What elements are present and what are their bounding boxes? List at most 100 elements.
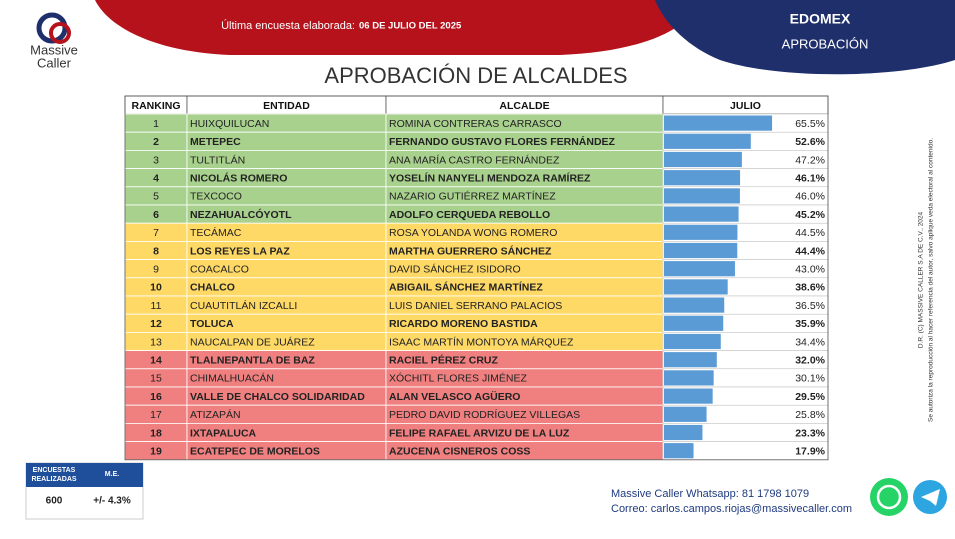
rank: 18 <box>150 427 162 439</box>
table: RANKING ENTIDAD ALCALDE JULIO 1 HUIXQUILUCAN R… <box>124 95 829 461</box>
value-label: 44.4% <box>795 245 825 257</box>
entidad: CUAUTITLÁN IZCALLI <box>190 299 297 312</box>
column-header: RANKING <box>132 100 181 112</box>
entidad: HUIXQUILUCAN <box>190 118 269 130</box>
legal: D.R. (C) MASSIVE CALLER S.A DE C.V., 202… <box>918 211 925 348</box>
value-label: 65.5% <box>795 118 825 130</box>
bar <box>664 406 707 422</box>
value-label: 35.9% <box>795 318 825 330</box>
value-label: 32.0% <box>795 354 825 366</box>
rank: 4 <box>153 172 159 184</box>
bar <box>664 151 742 168</box>
whatsapp: Massive Caller Whatsapp: 81 1798 1079 <box>611 488 809 500</box>
entidad: IXTAPALUCA <box>190 427 257 439</box>
bar <box>664 224 738 240</box>
alcalde: RICARDO MORENO BASTIDA <box>389 318 538 330</box>
value-label: 17.9% <box>795 445 825 457</box>
value-label: 45.2% <box>795 209 825 221</box>
value-label: 44.5% <box>795 227 825 239</box>
bar <box>664 170 741 186</box>
bar <box>664 206 739 222</box>
whatsapp-icon <box>870 478 908 516</box>
bar <box>664 242 738 259</box>
alcalde: MARTHA GUERRERO SÁNCHEZ <box>389 244 552 257</box>
title: APROBACIÓN DE ALCALDES <box>324 63 627 88</box>
entidad: TEXCOCO <box>190 191 242 203</box>
value-label: 29.5% <box>795 391 825 403</box>
rank: 17 <box>150 409 162 421</box>
red-banner <box>95 0 700 55</box>
legal: Se autoriza la reproducción al hacer ref… <box>928 138 935 422</box>
entidad: CHIMALHUACÁN <box>190 372 274 385</box>
rank: 12 <box>150 318 162 330</box>
entidad: LOS REYES LA PAZ <box>190 245 290 257</box>
logo-text: Massive <box>30 42 78 57</box>
entidad: NEZAHUALCÓYOTL <box>190 208 292 221</box>
rank: 8 <box>153 245 159 257</box>
logo-icon <box>49 22 71 44</box>
bar <box>664 133 751 149</box>
bar <box>664 279 728 295</box>
rank: 10 <box>150 282 162 294</box>
bar <box>664 424 703 441</box>
entidad: VALLE DE CHALCO SOLIDARIDAD <box>190 391 365 403</box>
bar <box>664 188 740 204</box>
alcalde: NAZARIO GUTIÉRREZ MARTÍNEZ <box>389 190 556 203</box>
bar <box>664 115 773 131</box>
entidad: TOLUCA <box>190 318 234 330</box>
alcalde: ANA MARÍA CASTRO FERNÁNDEZ <box>389 153 560 166</box>
rank: 13 <box>150 336 162 348</box>
value-label: 52.6% <box>795 136 825 148</box>
value-label: 23.3% <box>795 427 825 439</box>
entidad: NICOLÁS ROMERO <box>190 171 287 184</box>
entidad: CHALCO <box>190 282 235 294</box>
label: M.E. <box>105 471 119 478</box>
entidad: TULTITLÁN <box>190 153 245 166</box>
value-label: 38.6% <box>795 282 825 294</box>
survey-label: Última encuesta elaborada: <box>221 19 355 32</box>
alcalde: AZUCENA CISNEROS COSS <box>389 445 530 457</box>
region: EDOMEX <box>790 11 851 27</box>
value-label: 47.2% <box>795 154 825 166</box>
value-label: 34.4% <box>795 336 825 348</box>
sample-box: ENCUESTAS REALIZADAS M.E. 600 +/- 4.3% <box>25 462 144 520</box>
entidad: ATIZAPÁN <box>190 408 241 421</box>
value-label: 43.0% <box>795 263 825 275</box>
value-label: 46.0% <box>795 191 825 203</box>
bar <box>664 352 717 368</box>
table-border <box>124 95 829 461</box>
column-header: JULIO <box>730 100 761 112</box>
alcalde: ROMINA CONTRERAS CARRASCO <box>389 118 562 130</box>
value-label: 30.1% <box>795 373 825 385</box>
rank: 5 <box>153 191 159 203</box>
alcalde: RACIEL PÉREZ CRUZ <box>389 353 498 366</box>
alcalde: PEDRO DAVID RODRÍGUEZ VILLEGAS <box>389 408 580 421</box>
value-label: 46.1% <box>795 172 825 184</box>
label: ENCUESTAS <box>33 467 76 474</box>
label: REALIZADAS <box>31 476 76 483</box>
entidad: NAUCALPAN DE JUÁREZ <box>190 335 315 348</box>
whatsapp-icon <box>876 484 902 510</box>
bar <box>664 297 725 313</box>
alcalde: ISAAC MARTÍN MONTOYA MÁRQUEZ <box>389 335 574 348</box>
alcalde: YOSELÍN NANYELI MENDOZA RAMÍREZ <box>389 171 591 184</box>
value-label: 36.5% <box>795 300 825 312</box>
bar <box>664 370 714 386</box>
rank: 1 <box>153 118 159 130</box>
survey-date: 06 DE JULIO DEL 2025 <box>359 21 462 32</box>
bar <box>664 333 721 350</box>
entidad: COACALCO <box>190 263 249 275</box>
alcalde: FERNANDO GUSTAVO FLORES FERNÁNDEZ <box>389 135 616 148</box>
alcalde: LUIS DANIEL SERRANO PALACIOS <box>389 300 562 312</box>
rank: 16 <box>150 391 162 403</box>
entidad: TECÁMAC <box>190 226 242 239</box>
alcalde: ABIGAIL SÁNCHEZ MARTÍNEZ <box>389 281 543 294</box>
value-label: 25.8% <box>795 409 825 421</box>
telegram-icon <box>921 489 940 506</box>
entidad: TLALNEPANTLA DE BAZ <box>190 354 315 366</box>
entidad: ECATEPEC DE MORELOS <box>190 445 320 457</box>
logo: Massive Caller <box>30 12 78 70</box>
rank: 2 <box>153 136 159 148</box>
rank: 6 <box>153 209 159 221</box>
